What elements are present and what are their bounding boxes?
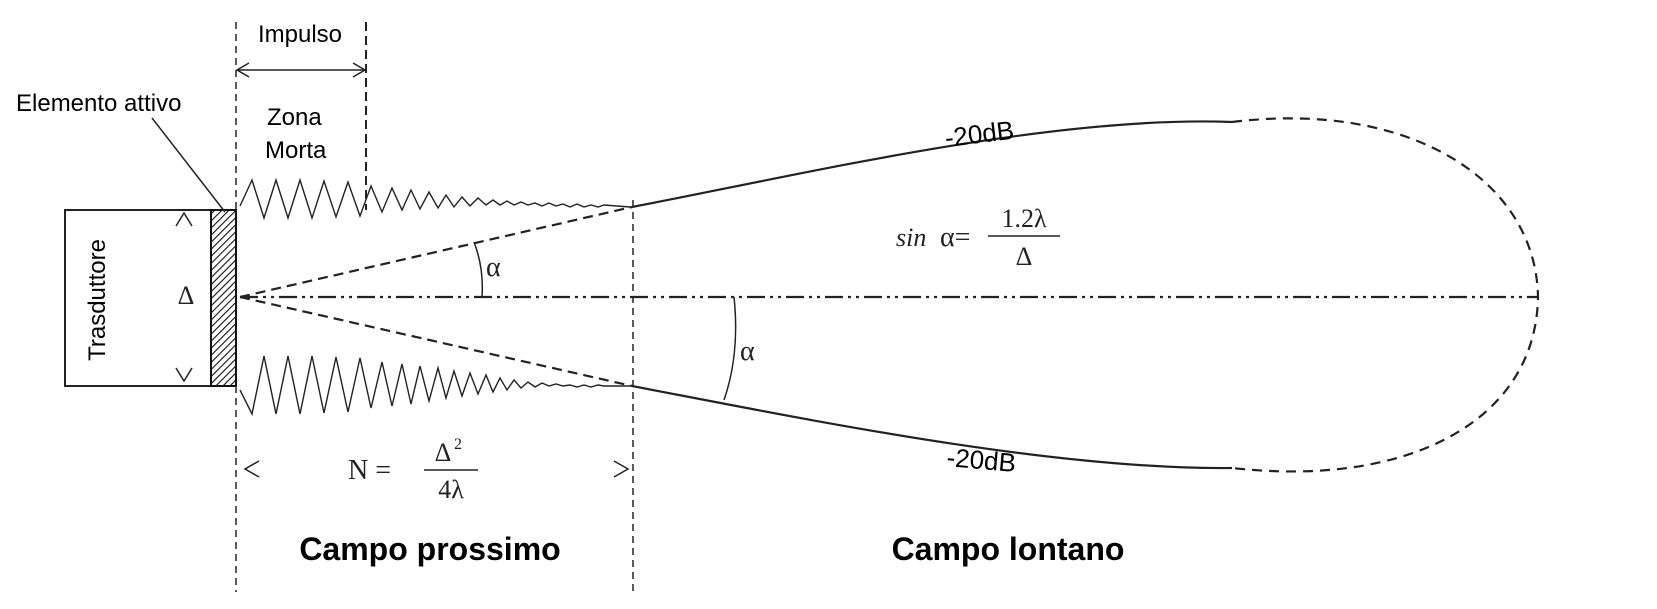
db-upper-label: -20dB: [943, 115, 1016, 153]
active-element-leader-line: [151, 117, 226, 213]
near-field-lower-zigzag: [239, 355, 630, 417]
far-field-lower-envelope: [631, 384, 1233, 470]
near-field-title: Campo prossimo: [299, 531, 560, 567]
diameter-upper-tick: [175, 211, 193, 227]
dead-zone-label-line2: Morta: [265, 137, 327, 164]
far-field-title: Campo lontano: [892, 531, 1125, 567]
diameter-lower-tick: [175, 367, 193, 383]
sin-formula-numerator: 1.2λ: [1001, 204, 1047, 233]
divergence-lower-dashed: [239, 295, 633, 388]
n-formula-left: N =: [348, 455, 391, 486]
transducer-body: [64, 209, 212, 387]
pulse-arrow-right-head: [352, 62, 367, 78]
near-field-right-tick: [613, 460, 630, 478]
transducer-label: Trasduttore: [84, 239, 111, 361]
alpha-lower-label: α: [740, 336, 755, 367]
pulse-label: Impulso: [258, 21, 342, 48]
far-field-upper-envelope: [631, 120, 1233, 209]
near-field-left-tick: [243, 460, 260, 478]
alpha-upper-arc: [473, 241, 484, 298]
pulse-arrow-left-head: [235, 62, 250, 78]
n-formula-exponent: 2: [454, 436, 462, 453]
db-lower-label: -20dB: [945, 442, 1017, 478]
active-element-label: Elemento attivo: [16, 90, 181, 117]
alpha-lower-arc: [723, 296, 737, 401]
beam-tip-dashed: [1231, 117, 1540, 473]
divergence-upper-dashed: [239, 205, 633, 299]
n-formula-denominator: 4λ: [438, 475, 464, 504]
active-element: [210, 209, 237, 387]
n-formula-numerator: Δ: [435, 438, 452, 467]
dead-zone-label-line1: Zona: [267, 104, 322, 131]
sin-formula-alpha: α=: [940, 222, 970, 253]
sin-formula-denominator: Δ: [1016, 242, 1033, 271]
sin-formula-prefix: sin: [896, 223, 926, 252]
alpha-upper-label: α: [486, 252, 501, 283]
near-field-upper-zigzag: [239, 177, 631, 221]
diameter-symbol: Δ: [178, 281, 195, 310]
